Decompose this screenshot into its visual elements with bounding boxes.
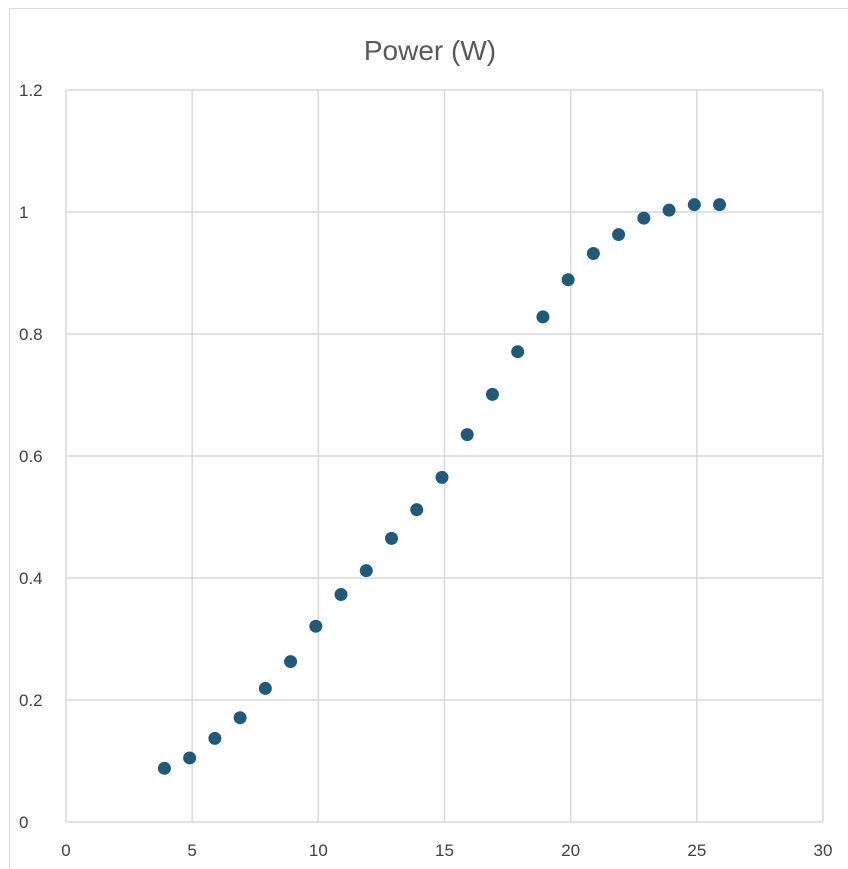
data-point (284, 655, 298, 669)
data-point (536, 310, 550, 324)
data-point (359, 564, 373, 578)
x-tick-label: 0 (61, 841, 70, 860)
y-tick-label: 1.2 (19, 81, 43, 100)
x-tick-label: 10 (309, 841, 328, 860)
data-point (612, 228, 626, 242)
data-point (485, 387, 499, 401)
data-point (586, 246, 600, 260)
y-tick-label: 1 (19, 203, 28, 222)
y-tick-label: 0.8 (19, 325, 43, 344)
data-point (233, 711, 247, 725)
y-tick-label: 0.6 (19, 447, 43, 466)
data-point (637, 211, 651, 225)
data-points (157, 198, 727, 775)
data-point (334, 587, 348, 601)
gridlines (65, 89, 824, 823)
y-tick-label: 0.4 (19, 569, 43, 588)
data-point (157, 761, 171, 775)
chart-title: Power (W) (364, 35, 496, 66)
data-point (258, 681, 272, 695)
y-tick-label: 0 (19, 813, 28, 832)
x-tick-label: 5 (187, 841, 196, 860)
data-point (662, 203, 676, 217)
x-tick-label: 25 (687, 841, 706, 860)
x-tick-label: 20 (561, 841, 580, 860)
tick-labels: 0 5 10 15 20 25 30 0 0.2 0.4 0.6 0.8 1 1.2 (19, 81, 832, 860)
data-point (687, 198, 701, 212)
data-point (410, 503, 424, 517)
data-point (561, 273, 575, 287)
data-point (435, 470, 449, 484)
chart-frame (9, 8, 848, 869)
y-tick-label: 0.2 (19, 691, 43, 710)
data-point (309, 619, 323, 633)
data-point (713, 198, 727, 212)
data-point (385, 531, 399, 545)
data-point (208, 731, 222, 745)
x-tick-label: 30 (814, 841, 833, 860)
data-point (511, 345, 525, 359)
data-point (460, 428, 474, 442)
x-tick-label: 15 (435, 841, 454, 860)
data-point (183, 751, 197, 765)
